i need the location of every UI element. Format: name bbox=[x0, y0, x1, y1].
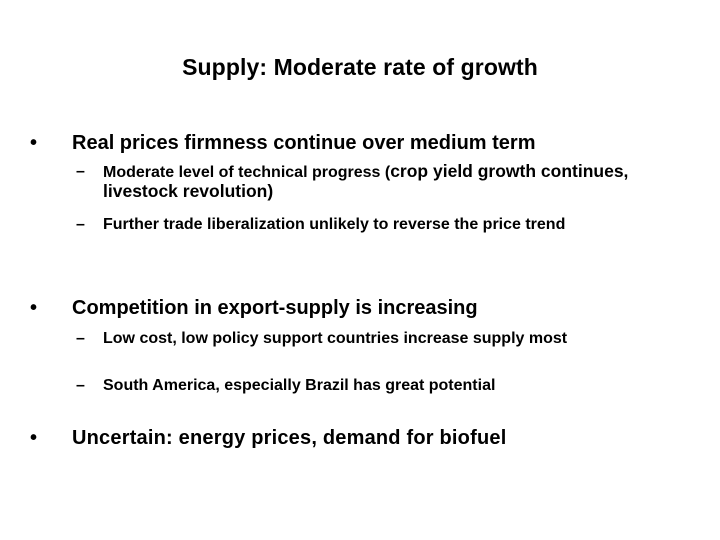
bullet-text: Uncertain: energy prices, demand for bio… bbox=[72, 427, 507, 449]
slide-title: Supply: Moderate rate of growth bbox=[182, 54, 538, 80]
sub-bullet-text: South America, especially Brazil has gre… bbox=[103, 377, 496, 394]
bullet-marker: • bbox=[30, 427, 38, 449]
sub-bullet-marker: – bbox=[76, 216, 85, 233]
bullet-item: • Uncertain: energy prices, demand for b… bbox=[30, 426, 700, 450]
sub-bullet-item: – Low cost, low policy support countries… bbox=[76, 329, 636, 348]
sub-bullet-marker: – bbox=[76, 330, 85, 347]
bullet-item: • Real prices firmness continue over med… bbox=[30, 131, 700, 155]
bullet-text: Real prices firmness continue over mediu… bbox=[72, 132, 536, 154]
bullet-text: Competition in export-supply is increasi… bbox=[72, 297, 478, 319]
sub-bullet-item: – Moderate level of technical progress (… bbox=[76, 162, 636, 202]
sub-bullet-item: – South America, especially Brazil has g… bbox=[76, 376, 636, 395]
bullet-item: • Competition in export-supply is increa… bbox=[30, 296, 700, 320]
sub-bullet-text-part: Moderate level of technical progress ( bbox=[103, 164, 391, 181]
sub-bullet-text: Moderate level of technical progress (cr… bbox=[103, 162, 636, 202]
sub-bullet-text: Low cost, low policy support countries i… bbox=[103, 330, 568, 347]
sub-bullet-text-part-large: crop yield growth continues, livestock r… bbox=[103, 161, 629, 201]
bullet-marker: • bbox=[30, 132, 38, 154]
bullet-marker: • bbox=[30, 297, 38, 319]
sub-bullet-marker: – bbox=[76, 377, 85, 394]
sub-bullet-marker: – bbox=[76, 163, 85, 180]
sub-bullet-item: – Further trade liberalization unlikely … bbox=[76, 215, 636, 234]
sub-bullet-text: Further trade liberalization unlikely to… bbox=[103, 216, 566, 233]
